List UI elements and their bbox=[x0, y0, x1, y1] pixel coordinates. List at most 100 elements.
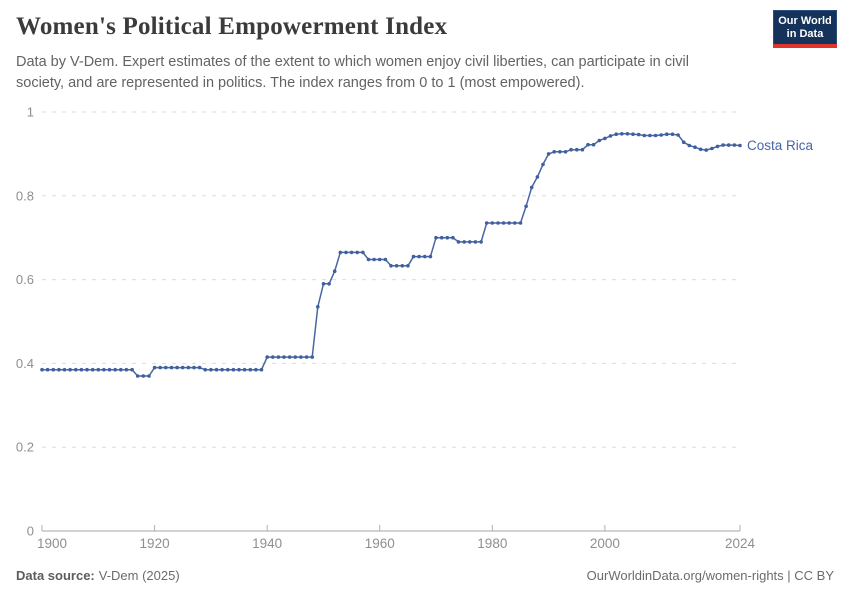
data-point bbox=[546, 152, 551, 156]
data-point bbox=[479, 240, 483, 244]
data-point bbox=[276, 355, 281, 359]
data-point bbox=[552, 150, 556, 154]
data-point bbox=[586, 142, 590, 147]
data-point bbox=[349, 250, 354, 255]
data-point bbox=[541, 162, 545, 167]
data-point bbox=[496, 221, 500, 225]
data-point bbox=[209, 367, 213, 372]
data-point bbox=[721, 143, 725, 147]
x-tick-label: 1940 bbox=[252, 536, 282, 551]
data-point bbox=[248, 367, 253, 372]
data-point bbox=[158, 365, 162, 370]
data-point bbox=[558, 150, 562, 154]
data-point bbox=[518, 221, 523, 225]
owid-logo-line1: Our World bbox=[778, 15, 832, 27]
data-point bbox=[40, 367, 44, 372]
data-point bbox=[68, 367, 72, 372]
data-point bbox=[197, 365, 202, 370]
data-point bbox=[214, 367, 219, 372]
data-point bbox=[693, 145, 697, 149]
data-point bbox=[231, 367, 236, 372]
data-point bbox=[169, 365, 174, 370]
owid-logo-accent-bar bbox=[773, 44, 837, 48]
data-point bbox=[439, 235, 444, 240]
data-point bbox=[203, 367, 207, 372]
attribution: OurWorldinData.org/women-rights | CC BY bbox=[586, 568, 834, 583]
data-point bbox=[468, 240, 472, 244]
data-point bbox=[130, 367, 134, 372]
data-point bbox=[175, 365, 179, 370]
data-point bbox=[648, 133, 652, 138]
owid-logo-line2: in Data bbox=[786, 28, 824, 40]
data-source-value: V-Dem (2025) bbox=[98, 568, 180, 583]
data-point bbox=[372, 257, 376, 262]
data-point bbox=[287, 355, 292, 359]
y-tick-label: 0.8 bbox=[16, 188, 34, 203]
y-tick-label: 0.6 bbox=[16, 272, 34, 287]
data-point bbox=[524, 204, 528, 209]
data-point bbox=[361, 250, 365, 255]
data-point bbox=[164, 365, 168, 370]
data-point bbox=[411, 254, 416, 259]
data-point bbox=[665, 132, 669, 136]
data-point bbox=[192, 365, 196, 370]
data-point bbox=[45, 367, 50, 372]
data-point bbox=[259, 367, 264, 372]
data-point bbox=[704, 148, 708, 152]
x-tick-label: 2024 bbox=[725, 536, 756, 551]
data-point bbox=[57, 367, 61, 372]
data-point bbox=[366, 257, 371, 262]
data-point bbox=[614, 132, 618, 136]
data-point bbox=[535, 175, 540, 179]
data-point bbox=[698, 147, 703, 152]
data-point bbox=[597, 138, 602, 143]
data-point bbox=[96, 367, 101, 372]
data-point bbox=[141, 374, 146, 378]
page-title: Women's Political Empowerment Index bbox=[16, 13, 448, 40]
data-point bbox=[119, 367, 123, 372]
data-point bbox=[327, 282, 331, 286]
data-point bbox=[282, 355, 286, 359]
data-source: Data source: V-Dem (2025) bbox=[16, 568, 180, 583]
data-point bbox=[417, 254, 421, 259]
data-point bbox=[456, 240, 461, 244]
data-point bbox=[299, 355, 303, 359]
data-point bbox=[62, 367, 67, 372]
data-point bbox=[473, 240, 478, 244]
data-point bbox=[51, 367, 56, 372]
data-point bbox=[445, 235, 450, 240]
data-point bbox=[237, 367, 241, 372]
series-label: Costa Rica bbox=[747, 138, 814, 153]
data-point bbox=[90, 367, 95, 372]
x-tick-label: 1960 bbox=[365, 536, 395, 551]
data-point bbox=[242, 367, 247, 372]
x-tick-label: 1980 bbox=[477, 536, 507, 551]
data-point bbox=[293, 355, 298, 359]
x-tick-label: 1900 bbox=[37, 536, 67, 551]
data-point bbox=[316, 305, 320, 309]
data-point bbox=[529, 185, 534, 190]
data-point bbox=[321, 282, 326, 286]
data-point bbox=[107, 367, 112, 372]
data-point bbox=[186, 365, 191, 370]
data-point bbox=[490, 221, 495, 225]
data-point bbox=[304, 355, 309, 359]
x-tick-label: 2000 bbox=[590, 536, 620, 551]
data-point bbox=[620, 132, 624, 136]
data-point bbox=[79, 367, 84, 372]
data-point bbox=[738, 143, 742, 148]
data-point bbox=[715, 144, 720, 149]
y-tick-label: 0 bbox=[27, 524, 34, 539]
data-point bbox=[355, 250, 360, 255]
data-point bbox=[85, 367, 89, 372]
data-point bbox=[591, 142, 596, 147]
data-point bbox=[406, 264, 410, 268]
data-point bbox=[226, 367, 230, 372]
data-point bbox=[389, 264, 393, 268]
data-point bbox=[113, 367, 117, 372]
data-point bbox=[653, 133, 658, 138]
data-point bbox=[603, 136, 607, 141]
data-line bbox=[41, 133, 741, 377]
x-tick-label: 1920 bbox=[140, 536, 170, 551]
